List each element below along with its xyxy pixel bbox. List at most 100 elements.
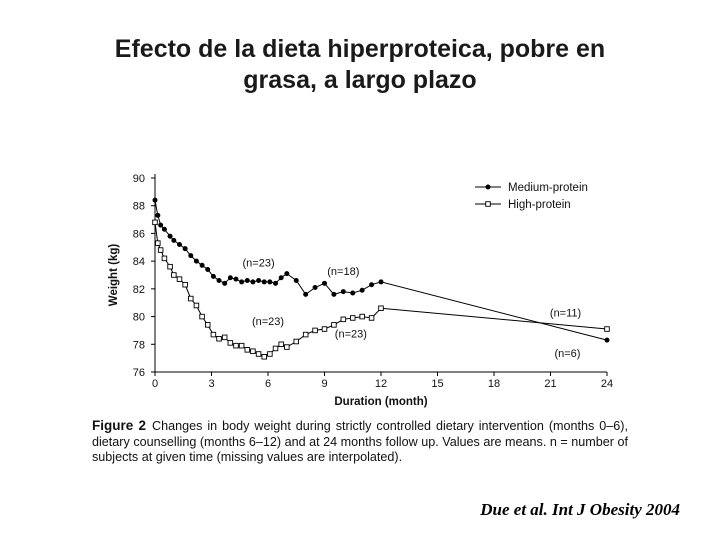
series-high-protein	[152, 219, 610, 360]
data-point	[284, 271, 290, 277]
y-tick-label: 90	[133, 173, 145, 185]
data-point	[340, 316, 347, 323]
data-point	[244, 278, 250, 284]
data-point	[216, 335, 222, 342]
x-tick-label: 21	[544, 378, 556, 390]
data-point	[312, 284, 318, 290]
data-point	[176, 276, 183, 282]
slide-title-line-2: grasa, a largo plazo	[243, 66, 477, 94]
data-point	[199, 313, 205, 320]
figure-label: Figure 2	[92, 418, 146, 433]
data-point	[204, 322, 211, 328]
data-point	[378, 279, 384, 285]
data-point	[250, 348, 256, 354]
series-line	[154, 200, 608, 341]
n-annotation: (n=23)	[243, 258, 275, 270]
weight-chart: 76 78 80 82 84 86 88 90 0 3 6 9 12 15 18 21 24 Duration (…	[108, 173, 613, 408]
data-point	[312, 327, 318, 334]
data-point	[182, 281, 188, 288]
axes: 76 78 80 82 84 86 88 90 0 3 6 9 12 15 18 21 24 Duration (…	[108, 173, 613, 408]
data-point	[340, 289, 346, 295]
data-point	[284, 344, 290, 350]
data-point	[222, 280, 228, 286]
y-tick-label: 84	[133, 256, 145, 268]
data-point	[227, 275, 233, 281]
figure-caption-text: Changes in body weight during strictly c…	[92, 419, 628, 464]
slide-title-line-1: Efecto de la dieta hiperproteica, pobre …	[114, 35, 606, 63]
y-tick-label: 86	[133, 228, 145, 240]
x-tick-label: 18	[488, 378, 500, 390]
data-point	[349, 315, 356, 321]
data-point	[161, 255, 168, 262]
data-point	[239, 279, 245, 285]
data-point	[369, 282, 375, 288]
data-point	[256, 278, 262, 284]
y-tick-label: 76	[133, 367, 145, 379]
data-point	[152, 197, 158, 203]
data-point	[261, 354, 267, 360]
x-tick-label: 12	[375, 378, 387, 390]
x-tick-label: 15	[431, 378, 443, 390]
legend-entry: Medium-protein	[475, 182, 588, 194]
data-point	[161, 226, 167, 232]
data-point	[167, 233, 173, 239]
x-tick-label: 3	[208, 378, 214, 390]
data-point	[604, 326, 610, 332]
data-point	[368, 315, 375, 321]
y-tick-label: 80	[133, 312, 145, 324]
data-point	[221, 334, 228, 341]
y-tick-label: 88	[133, 201, 145, 213]
data-point	[321, 326, 328, 332]
data-point	[158, 222, 164, 228]
data-point	[176, 242, 182, 248]
figure-caption: Figure 2 Changes in body weight during st…	[92, 418, 628, 466]
data-point	[244, 347, 251, 353]
data-point	[238, 342, 245, 349]
n-annotation: (n=23)	[252, 316, 284, 328]
series-layer	[152, 197, 610, 360]
data-point	[250, 279, 256, 285]
citation: Due et al. Int J Obesity 2004	[480, 500, 680, 519]
x-tick-label: 9	[321, 378, 327, 390]
data-point	[331, 322, 337, 328]
data-point	[188, 295, 194, 302]
data-point	[378, 305, 384, 312]
legend-label: Medium-protein	[508, 182, 588, 194]
data-point	[273, 280, 279, 286]
data-point	[188, 253, 194, 259]
data-point	[321, 280, 327, 286]
data-point	[216, 278, 222, 284]
series-medium-protein	[152, 197, 610, 343]
y-axis-label: Weight (kg)	[108, 244, 120, 307]
data-point	[210, 331, 217, 338]
data-point	[193, 302, 200, 309]
data-point	[182, 246, 188, 252]
annotation-layer: (n=23) (n=18) (n=23) (n=23) (n=11) (n=6)	[243, 258, 582, 360]
n-annotation: (n=6)	[554, 348, 580, 360]
data-point	[293, 338, 299, 345]
data-point	[155, 212, 161, 218]
data-point	[350, 290, 356, 296]
x-axis-label: Duration (month)	[334, 396, 427, 408]
data-point	[157, 247, 164, 253]
data-point	[152, 219, 158, 226]
data-point	[233, 342, 239, 349]
legend-entry: High-protein	[475, 199, 571, 211]
y-tick-label: 82	[133, 284, 145, 296]
x-tick-label: 24	[601, 378, 613, 390]
data-point	[359, 313, 365, 320]
data-point	[303, 291, 309, 297]
n-annotation: (n=11)	[550, 308, 581, 320]
data-point	[233, 276, 239, 282]
data-point	[267, 351, 273, 357]
data-point	[267, 279, 273, 285]
n-annotation: (n=23)	[335, 328, 367, 340]
data-point	[293, 278, 299, 284]
data-point	[302, 331, 309, 338]
slide-title: Efecto de la dieta hiperproteica, pobre …	[0, 34, 720, 96]
data-point	[359, 287, 365, 293]
legend-marker	[485, 201, 491, 207]
data-point	[272, 345, 279, 352]
data-point	[205, 266, 211, 272]
data-point	[171, 237, 177, 243]
